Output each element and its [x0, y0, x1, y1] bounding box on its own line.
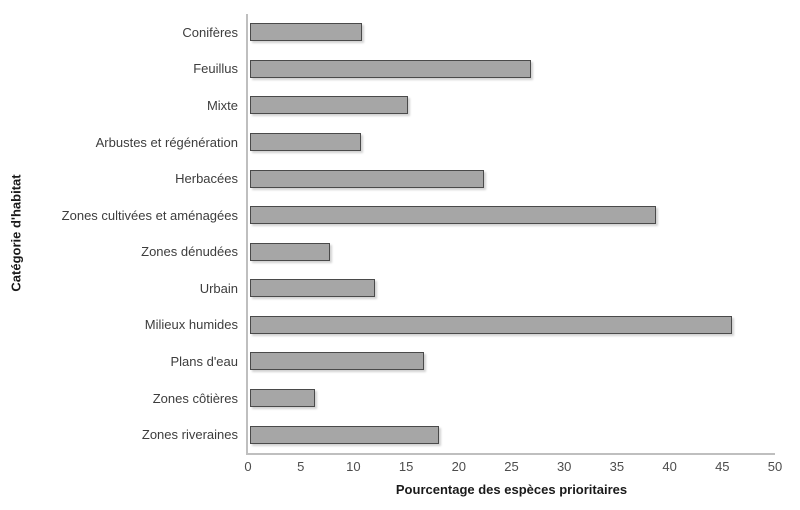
chart-row: Milieux humides [0, 307, 800, 344]
bar-track [248, 343, 777, 380]
y-axis-line [246, 14, 248, 453]
chart-row: Zones côtières [0, 380, 800, 417]
x-tick-label: 45 [715, 459, 730, 474]
chart-row: Arbustes et régénération [0, 124, 800, 161]
category-label: Feuillus [193, 61, 238, 77]
category-label: Plans d'eau [170, 353, 238, 369]
x-tick-label: 50 [767, 459, 783, 474]
category-label: Mixte [206, 97, 238, 113]
bar [250, 315, 732, 334]
bar-track [248, 51, 777, 88]
x-tick-label: 30 [556, 459, 572, 474]
bar [250, 169, 484, 188]
category-label: Zones cultivées et aménagées [61, 207, 238, 223]
bar [250, 279, 376, 298]
category-label: Arbustes et régénération [95, 134, 238, 150]
x-axis-title: Pourcentage des espèces prioritaires [395, 482, 628, 497]
bar-track [248, 307, 777, 344]
category-label: Zones dénudées [141, 244, 238, 260]
chart-rows: Conifères Feuillus Mixte Arbustes et régéné… [0, 14, 800, 453]
chart-row: Conifères [0, 14, 800, 51]
x-tick-label: 0 [244, 459, 252, 474]
bar [250, 59, 532, 78]
chart-row: Mixte [0, 87, 800, 124]
category-label: Milieux humides [144, 317, 238, 333]
bar [250, 242, 330, 261]
category-label: Zones riveraines [141, 427, 238, 443]
bar [250, 425, 439, 444]
x-tick-label: 15 [398, 459, 414, 474]
x-tick-label: 40 [662, 459, 677, 474]
bar-track [248, 124, 777, 161]
bar-track [248, 233, 777, 270]
x-tick-label: 20 [451, 459, 467, 474]
chart-row: Zones dénudées [0, 233, 800, 270]
chart-row: Zones riveraines [0, 416, 800, 453]
x-axis-ticks: 0 5 10 15 20 25 30 35 40 45 50 [244, 459, 782, 475]
bar [250, 352, 424, 371]
category-label: Herbacées [175, 171, 238, 187]
chart-row: Urbain [0, 270, 800, 307]
x-tick-label: 10 [346, 459, 361, 474]
category-label: Conifères [182, 24, 238, 40]
chart-row: Herbacées [0, 160, 800, 197]
chart-row: Plans d'eau [0, 343, 800, 380]
bar-track [248, 416, 777, 453]
chart-row: Feuillus [0, 51, 800, 88]
bar-track [248, 197, 777, 234]
bar [250, 23, 362, 42]
category-label: Zones côtières [152, 390, 238, 406]
x-axis-line [246, 453, 775, 455]
x-tick-label: 35 [609, 459, 625, 474]
bar-track [248, 160, 777, 197]
bar [250, 133, 361, 152]
category-label: Urbain [199, 280, 238, 296]
x-tick-label: 25 [504, 459, 519, 474]
bar [250, 96, 408, 115]
bar-track [248, 14, 777, 51]
bar [250, 206, 656, 225]
bar-track [248, 380, 777, 417]
x-tick-label: 5 [297, 459, 305, 474]
chart-row: Zones cultivées et aménagées [0, 197, 800, 234]
bar-track [248, 87, 777, 124]
bar [250, 389, 316, 408]
bar-track [248, 270, 777, 307]
